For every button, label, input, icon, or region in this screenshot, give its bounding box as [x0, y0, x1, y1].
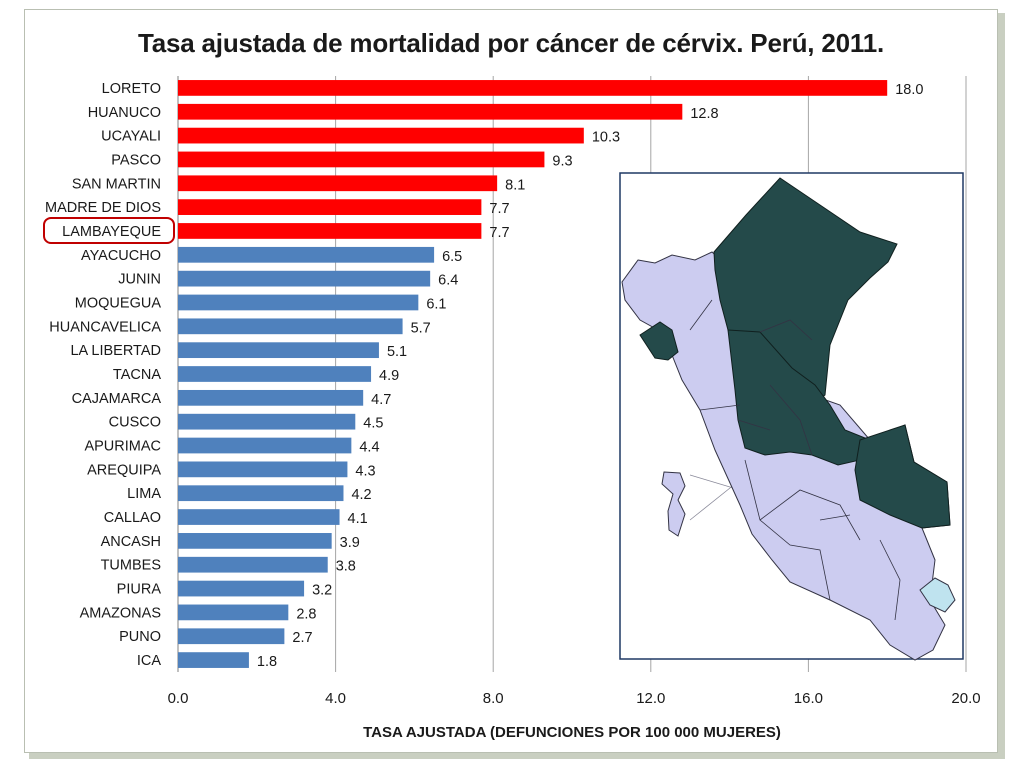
bar — [178, 604, 289, 621]
bar — [178, 103, 683, 120]
x-tick-label: 12.0 — [636, 690, 665, 707]
value-label: 4.2 — [351, 487, 371, 503]
category-label: MOQUEGUA — [75, 295, 162, 311]
value-label: 2.7 — [292, 630, 312, 646]
x-tick-label: 16.0 — [794, 690, 823, 707]
value-label: 4.3 — [355, 463, 375, 479]
bar — [178, 318, 403, 335]
value-label: 2.8 — [296, 606, 316, 622]
category-label: ANCASH — [101, 534, 161, 550]
value-label: 8.1 — [505, 177, 525, 193]
highlight-circle — [43, 216, 175, 244]
value-label: 18.0 — [895, 82, 923, 98]
category-label: CUSCO — [109, 415, 161, 431]
value-label: 6.5 — [442, 249, 462, 265]
bar — [178, 246, 435, 263]
x-axis-label: TASA AJUSTADA (DEFUNCIONES POR 100 000 M… — [363, 724, 781, 741]
category-label: LA LIBERTAD — [70, 343, 161, 359]
category-label: LIMA — [127, 486, 161, 502]
x-tick-label: 20.0 — [951, 690, 980, 707]
category-label: CAJAMARCA — [72, 391, 162, 407]
value-label: 6.1 — [426, 296, 446, 312]
chart-title: Tasa ajustada de mortalidad por cáncer d… — [137, 28, 884, 58]
value-label: 5.7 — [411, 320, 431, 336]
category-label: AREQUIPA — [87, 462, 161, 478]
x-axis-ticks: 0.0 4.0 8.0 12.0 16.0 20.0 — [168, 690, 981, 707]
map-region-high-lambayeque — [639, 321, 679, 361]
bar — [178, 485, 344, 502]
bar — [178, 199, 482, 215]
value-label: 7.7 — [489, 225, 509, 241]
value-label: 4.4 — [359, 440, 379, 456]
bar — [178, 556, 328, 573]
value-label: 9.3 — [552, 153, 572, 169]
value-label: 3.2 — [312, 583, 332, 599]
category-label: ICA — [137, 653, 162, 669]
bar — [178, 223, 482, 239]
category-label: PASCO — [111, 152, 161, 168]
value-label: 4.7 — [371, 392, 391, 408]
bars — [178, 80, 888, 668]
category-label: UCAYALI — [101, 129, 161, 145]
category-label: HUANCAVELICA — [49, 319, 161, 335]
x-tick-label: 8.0 — [483, 690, 504, 707]
bar — [178, 509, 340, 525]
value-label: 12.8 — [690, 106, 718, 122]
value-label: 10.3 — [592, 130, 620, 146]
x-tick-label: 4.0 — [325, 690, 346, 707]
value-label: 1.8 — [257, 654, 277, 670]
map-internal-borders — [689, 299, 901, 621]
data-labels: LORETO 18.0 HUANUCO 12.8 UCAYALI 10.3 PASCO 9.3… — [45, 81, 923, 670]
category-label: LAMBAYEQUE — [62, 224, 161, 240]
category-label: LORETO — [102, 81, 161, 97]
category-label: APURIMAC — [84, 439, 161, 455]
category-label: TUMBES — [101, 558, 161, 574]
bar — [178, 366, 372, 382]
bar — [178, 294, 419, 311]
bar — [178, 389, 364, 406]
bar — [178, 413, 356, 430]
value-label: 4.5 — [363, 416, 383, 432]
value-label: 3.9 — [340, 535, 360, 551]
category-label: SAN MARTIN — [72, 176, 161, 192]
category-label: AMAZONAS — [80, 605, 161, 621]
category-label: AYACUCHO — [81, 248, 161, 264]
value-label: 4.9 — [379, 368, 399, 384]
bar — [178, 127, 584, 144]
bar — [178, 270, 431, 287]
value-label: 6.4 — [438, 273, 458, 289]
map-region-high-southeast — [854, 424, 951, 529]
category-label: MADRE DE DIOS — [45, 200, 161, 216]
peru-map-inset — [619, 172, 964, 661]
bar — [178, 461, 348, 478]
value-label: 5.1 — [387, 344, 407, 360]
map-region-island — [661, 471, 686, 537]
category-label: TACNA — [113, 367, 161, 383]
value-label: 4.1 — [348, 511, 368, 527]
bar — [178, 628, 285, 645]
category-label: PUNO — [119, 629, 161, 645]
x-tick-label: 0.0 — [168, 690, 189, 707]
bar — [178, 175, 498, 192]
bar — [178, 151, 545, 168]
value-label: 3.8 — [336, 559, 356, 575]
category-label: CALLAO — [104, 510, 161, 526]
bar — [178, 580, 305, 597]
map-region-highlight — [919, 577, 956, 613]
category-label: JUNIN — [118, 272, 161, 288]
bar — [178, 342, 379, 359]
bar — [178, 80, 888, 96]
bar — [178, 533, 332, 549]
category-label: PIURA — [117, 582, 162, 598]
bar — [178, 652, 249, 668]
map-region-high-center — [727, 329, 871, 466]
category-label: HUANUCO — [88, 105, 161, 121]
value-label: 7.7 — [489, 201, 509, 217]
bar — [178, 437, 352, 454]
